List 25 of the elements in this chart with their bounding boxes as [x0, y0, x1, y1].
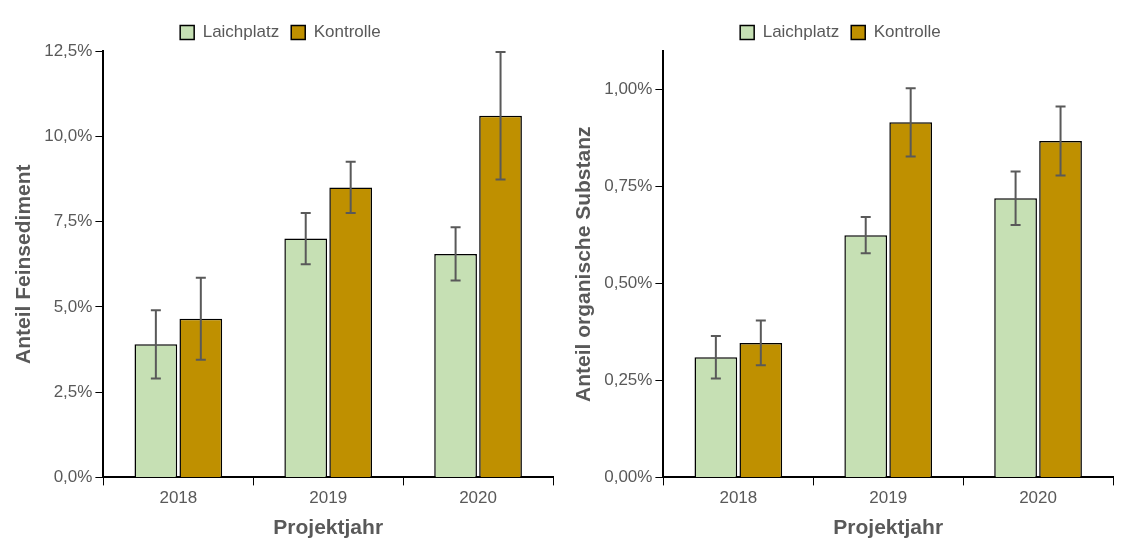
y-tick-label: 2,5% [53, 381, 93, 401]
y-tick-label: 0,0% [53, 467, 93, 487]
legend-label: Kontrolle [313, 22, 381, 42]
legend-label: Laichplatz [202, 22, 280, 42]
x-tick-label: 2020 [459, 488, 497, 508]
legend-label: Kontrolle [873, 22, 941, 42]
y-tick-label: 0,25% [604, 370, 653, 390]
legend-label: Laichplatz [762, 22, 840, 42]
y-tick-label: 1,00% [604, 79, 653, 99]
y-axis-title: Anteil Feinsediment [11, 164, 35, 364]
x-axis-title: Projektjahr [273, 515, 384, 539]
y-tick-label: 0,50% [604, 273, 653, 293]
y-tick-label: 12,5% [44, 40, 93, 60]
x-tick-label: 2018 [719, 488, 758, 508]
y-tick-label: 5,0% [53, 296, 93, 316]
x-axis-title: Projektjahr [833, 515, 944, 539]
x-tick-label: 2018 [159, 488, 198, 508]
y-axis-title: Anteil organische Substanz [571, 126, 595, 402]
x-tick-label: 2020 [1019, 488, 1057, 508]
x-tick-label: 2019 [309, 488, 348, 508]
y-tick-label: 0,00% [604, 467, 653, 487]
x-tick-label: 2019 [869, 488, 908, 508]
y-tick-label: 0,75% [604, 176, 653, 196]
y-tick-label: 10,0% [44, 125, 93, 145]
y-tick-label: 7,5% [53, 211, 93, 231]
